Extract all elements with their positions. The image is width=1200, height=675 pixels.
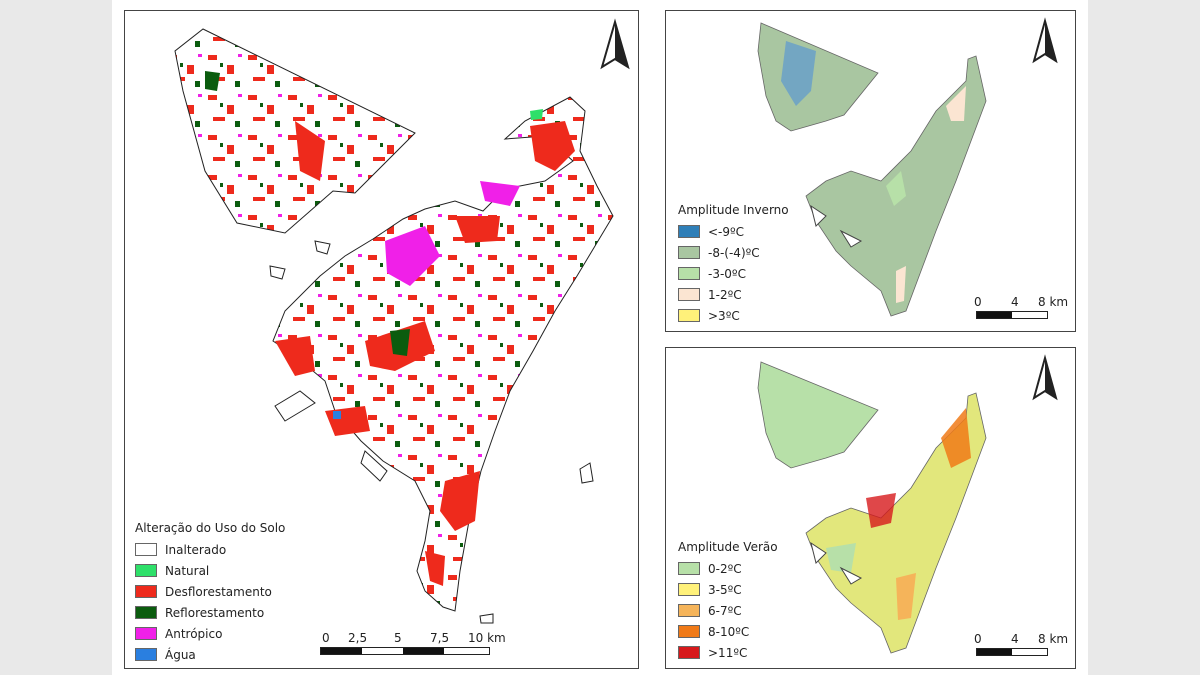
legend-item: >3ºC <box>678 305 818 326</box>
legend-item: <-9ºC <box>678 221 818 242</box>
legend-item: 8-10ºC <box>678 621 818 642</box>
scale-label-1: 4 <box>1011 295 1019 309</box>
legend-title: Amplitude Inverno <box>678 203 789 217</box>
legend-swatch <box>678 562 700 575</box>
scale-bar: 0 4 8 km <box>974 295 1068 319</box>
legend-label: Inalterado <box>165 542 227 557</box>
legend-label: Desflorestamento <box>165 584 272 599</box>
legend-swatch <box>135 648 157 661</box>
legend-title: Alteração do Uso do Solo <box>135 521 286 535</box>
legend-swatch <box>135 543 157 556</box>
legend-swatch <box>678 225 700 238</box>
main-region <box>272 96 614 612</box>
legend-item: Desflorestamento <box>135 581 315 602</box>
legend-swatch <box>678 646 700 659</box>
legend-label: Natural <box>165 563 210 578</box>
legend-label: Água <box>165 647 196 662</box>
scale-label-4: 10 km <box>468 631 506 645</box>
legend-swatch <box>678 288 700 301</box>
legend-label: 0-2ºC <box>708 561 742 576</box>
winter-legend: Amplitude Inverno <-9ºC -8-(-4)ºC -3-0ºC 1-… <box>678 203 818 326</box>
legend-label: 3-5ºC <box>708 582 742 597</box>
scale-bar-graphic <box>976 648 1048 656</box>
north-arrow-icon <box>600 18 630 70</box>
legend-label: 6-7ºC <box>708 603 742 618</box>
legend-item: Água <box>135 644 315 665</box>
scale-labels: 0 2,5 5 7,5 10 km <box>320 631 506 647</box>
scale-bar: 0 4 8 km <box>974 632 1068 656</box>
legend-item: -8-(-4)ºC <box>678 242 818 263</box>
legend-label: 8-10ºC <box>708 624 750 639</box>
legend-item: 0-2ºC <box>678 558 818 579</box>
legend-label: Reflorestamento <box>165 605 265 620</box>
legend-label: >3ºC <box>708 308 740 323</box>
legend-swatch <box>678 625 700 638</box>
legend-item: 1-2ºC <box>678 284 818 305</box>
land-use-legend: Alteração do Uso do Solo Inalterado Natur… <box>135 521 315 665</box>
legend-item: Antrópico <box>135 623 315 644</box>
north-arrow-icon <box>1032 354 1058 401</box>
legend-item: 6-7ºC <box>678 600 818 621</box>
scale-label-1: 4 <box>1011 632 1019 646</box>
scale-label-1: 2,5 <box>348 631 368 645</box>
legend-swatch <box>135 606 157 619</box>
legend-item: -3-0ºC <box>678 263 818 284</box>
legend-label: -8-(-4)ºC <box>708 245 760 260</box>
legend-swatch <box>678 604 700 617</box>
left-margin <box>0 0 112 675</box>
legend-swatch <box>678 583 700 596</box>
north-arrow-icon <box>1032 17 1058 64</box>
land-use-map-panel: Alteração do Uso do Solo Inalterado Natur… <box>124 10 639 669</box>
scale-label-0: 0 <box>974 632 982 646</box>
legend-title: Amplitude Verão <box>678 540 778 554</box>
scale-label-3: 7,5 <box>430 631 450 645</box>
legend-swatch <box>678 267 700 280</box>
legend-swatch <box>678 309 700 322</box>
legend-swatch <box>135 627 157 640</box>
right-margin <box>1088 0 1200 675</box>
summer-amplitude-map-panel: Amplitude Verão 0-2ºC 3-5ºC 6-7ºC 8-10ºC >11… <box>665 347 1076 669</box>
summer-legend: Amplitude Verão 0-2ºC 3-5ºC 6-7ºC 8-10ºC >11… <box>678 540 818 663</box>
legend-label: <-9ºC <box>708 224 745 239</box>
northwest-region <box>174 28 416 234</box>
scale-bar: 0 2,5 5 7,5 10 km <box>320 631 506 655</box>
legend-item: Reflorestamento <box>135 602 315 623</box>
scale-label-2: 8 km <box>1038 632 1069 646</box>
summer-amplitude-map <box>757 361 987 654</box>
land-use-map <box>174 28 614 624</box>
scale-labels: 0 4 8 km <box>974 295 1068 311</box>
legend-item: >11ºC <box>678 642 818 663</box>
legend-label: Antrópico <box>165 626 223 641</box>
legend-swatch <box>135 564 157 577</box>
scale-label-2: 5 <box>394 631 402 645</box>
legend-label: -3-0ºC <box>708 266 746 281</box>
legend-item: 3-5ºC <box>678 579 818 600</box>
legend-label: 1-2ºC <box>708 287 742 302</box>
scale-bar-graphic <box>320 647 490 655</box>
scale-label-2: 8 km <box>1038 295 1069 309</box>
scale-label-0: 0 <box>974 295 982 309</box>
winter-amplitude-map-panel: Amplitude Inverno <-9ºC -8-(-4)ºC -3-0ºC 1-… <box>665 10 1076 332</box>
legend-label: >11ºC <box>708 645 748 660</box>
figure: Alteração do Uso do Solo Inalterado Natur… <box>112 0 1088 675</box>
legend-swatch <box>678 246 700 259</box>
legend-item: Natural <box>135 560 315 581</box>
winter-amplitude-map <box>757 22 987 317</box>
legend-swatch <box>135 585 157 598</box>
scale-label-0: 0 <box>322 631 330 645</box>
legend-item: Inalterado <box>135 539 315 560</box>
scale-labels: 0 4 8 km <box>974 632 1068 648</box>
scale-bar-graphic <box>976 311 1048 319</box>
